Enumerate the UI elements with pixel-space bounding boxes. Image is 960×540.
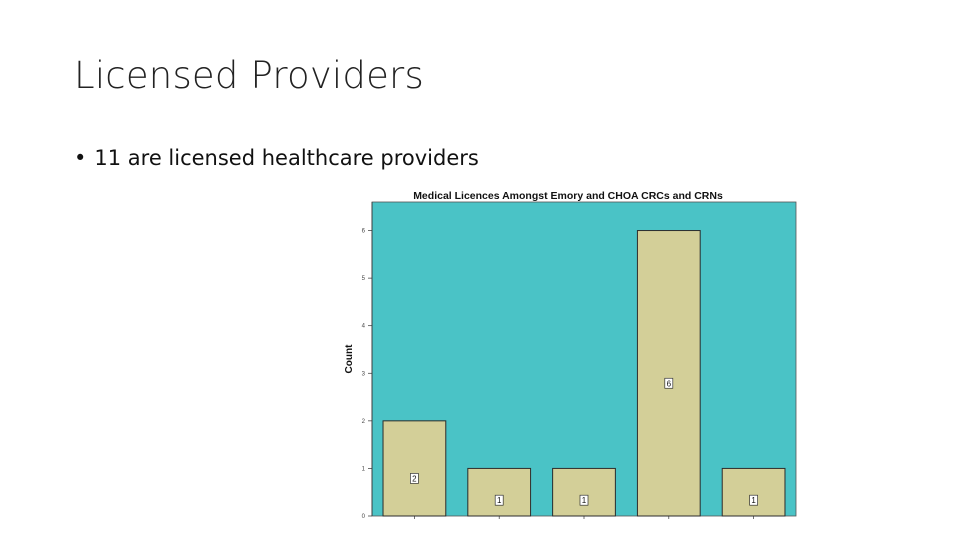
data-label: 1 xyxy=(497,496,502,505)
data-label: 1 xyxy=(582,496,587,505)
data-label-box xyxy=(664,377,674,389)
chart-title: Medical Licences Amongst Emory and CHOA … xyxy=(413,190,723,202)
bar xyxy=(552,467,616,517)
y-tick-label: 5 xyxy=(362,276,366,282)
bar xyxy=(721,467,786,517)
data-label: 2 xyxy=(412,474,417,483)
y-tick-label: 3 xyxy=(362,371,366,377)
bar-chart: Medical Licences Amongst Emory and CHOA … xyxy=(338,188,800,520)
data-label-box xyxy=(410,473,419,484)
data-label-box xyxy=(749,494,758,506)
bar xyxy=(382,420,447,517)
data-label-box xyxy=(494,494,504,506)
data-label: 1 xyxy=(751,496,756,505)
y-tick-label: 0 xyxy=(362,514,366,520)
bar xyxy=(467,467,532,517)
data-label-box xyxy=(579,494,589,506)
bar-chart-svg: Medical Licences Amongst Emory and CHOA … xyxy=(344,190,797,520)
bullet-text: 11 are licensed healthcare providers xyxy=(94,146,479,170)
data-label: 6 xyxy=(667,379,672,388)
y-tick-label: 4 xyxy=(362,324,366,330)
y-tick-label: 1 xyxy=(362,466,366,472)
y-tick-label: 6 xyxy=(362,229,366,235)
y-axis: 0 1 2 3 4 5 6 xyxy=(362,202,373,520)
bullet-list: • 11 are licensed healthcare providers xyxy=(74,146,479,170)
slide-title: Licensed Providers xyxy=(74,54,424,97)
y-tick-label: 2 xyxy=(362,419,366,425)
bar xyxy=(636,230,701,517)
bullet-item: • 11 are licensed healthcare providers xyxy=(74,146,479,170)
bullet-dot-icon: • xyxy=(74,146,87,170)
y-axis-title: Count xyxy=(344,344,355,374)
x-axis: LPNPharmDRDRNRRT xyxy=(414,516,754,519)
